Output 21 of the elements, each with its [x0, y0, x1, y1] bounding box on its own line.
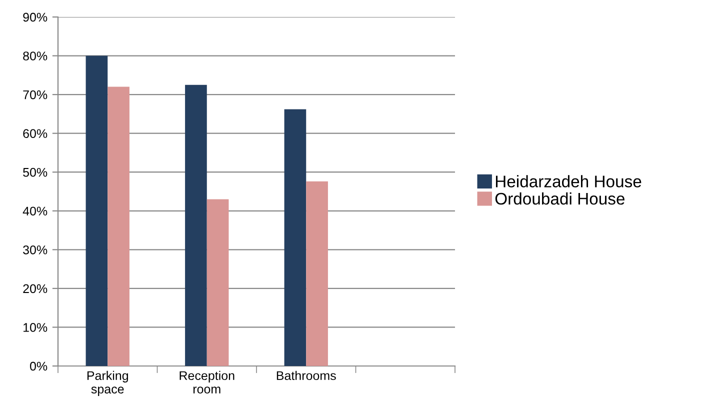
y-tick-label: 0% [30, 362, 48, 371]
bar [108, 86, 130, 366]
bar [86, 56, 108, 366]
x-tick-label: Reception room [180, 370, 234, 394]
y-tick-label: 30% [23, 245, 48, 254]
x-tick-label: Bathrooms [276, 370, 336, 380]
y-tick-label: 60% [23, 129, 48, 138]
bar [306, 181, 328, 366]
y-tick-label: 80% [23, 52, 48, 60]
bar [284, 109, 306, 366]
legend-label: Ordoubadi House [495, 192, 625, 205]
bar [185, 84, 207, 366]
y-tick-label: 10% [24, 323, 48, 332]
legend-label: Heidarzadeh House [496, 175, 642, 188]
y-tick-label: 50% [23, 168, 48, 177]
y-tick-label: 40% [22, 206, 48, 216]
y-tick-label: 20% [23, 284, 48, 294]
x-tick-label: Parking space [87, 370, 128, 396]
y-tick-label: 70% [23, 90, 48, 100]
bar [206, 199, 229, 366]
y-tick-label: 90% [23, 12, 48, 22]
